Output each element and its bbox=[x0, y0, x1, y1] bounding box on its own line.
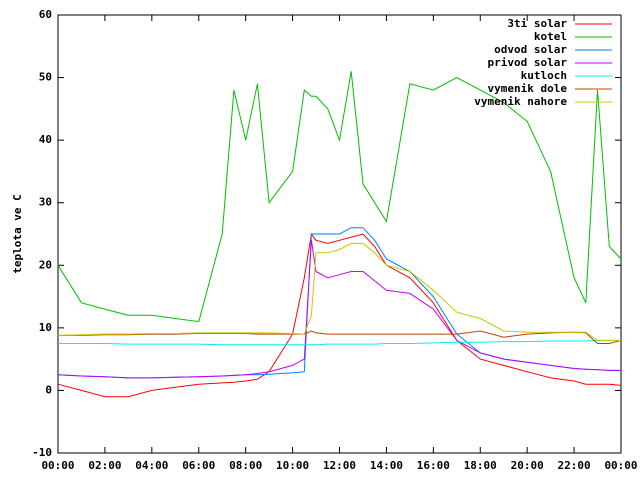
x-tick-label: 04:00 bbox=[135, 459, 168, 472]
legend-label: kotel bbox=[534, 30, 567, 43]
y-axis-label: teplota ve C bbox=[11, 194, 24, 273]
legend-label: privod solar bbox=[488, 56, 568, 69]
x-tick-label: 02:00 bbox=[88, 459, 121, 472]
y-tick-label: 30 bbox=[39, 196, 52, 209]
y-tick-label: 0 bbox=[45, 383, 52, 396]
x-tick-label: 18:00 bbox=[464, 459, 497, 472]
legend-label: vymenik dole bbox=[488, 82, 568, 95]
legend-label: odvod solar bbox=[494, 43, 567, 56]
y-tick-label: -10 bbox=[32, 446, 52, 459]
x-tick-label: 16:00 bbox=[417, 459, 450, 472]
series-line bbox=[57, 232, 622, 398]
x-tick-label: 08:00 bbox=[229, 459, 262, 472]
legend-label: vymenik nahore bbox=[474, 95, 567, 108]
series-line bbox=[57, 227, 621, 379]
y-tick-label: 50 bbox=[39, 71, 52, 84]
y-tick-label: 20 bbox=[39, 258, 52, 271]
series-line bbox=[57, 71, 622, 323]
series-line bbox=[58, 330, 622, 344]
series-line bbox=[58, 339, 621, 346]
legend-label: 3ti solar bbox=[507, 17, 567, 30]
series-line bbox=[57, 242, 621, 341]
x-tick-label: 00:00 bbox=[604, 459, 637, 472]
x-tick-label: 10:00 bbox=[276, 459, 309, 472]
x-tick-label: 06:00 bbox=[182, 459, 215, 472]
y-tick-label: 60 bbox=[39, 8, 52, 21]
x-tick-label: 20:00 bbox=[511, 459, 544, 472]
y-tick-label: 40 bbox=[39, 133, 52, 146]
legend-label: kutloch bbox=[521, 69, 567, 82]
x-tick-label: 00:00 bbox=[41, 459, 74, 472]
series-line bbox=[57, 240, 621, 379]
x-tick-label: 12:00 bbox=[323, 459, 356, 472]
x-tick-label: 14:00 bbox=[370, 459, 403, 472]
y-tick-label: 10 bbox=[39, 321, 52, 334]
x-tick-label: 22:00 bbox=[558, 459, 591, 472]
